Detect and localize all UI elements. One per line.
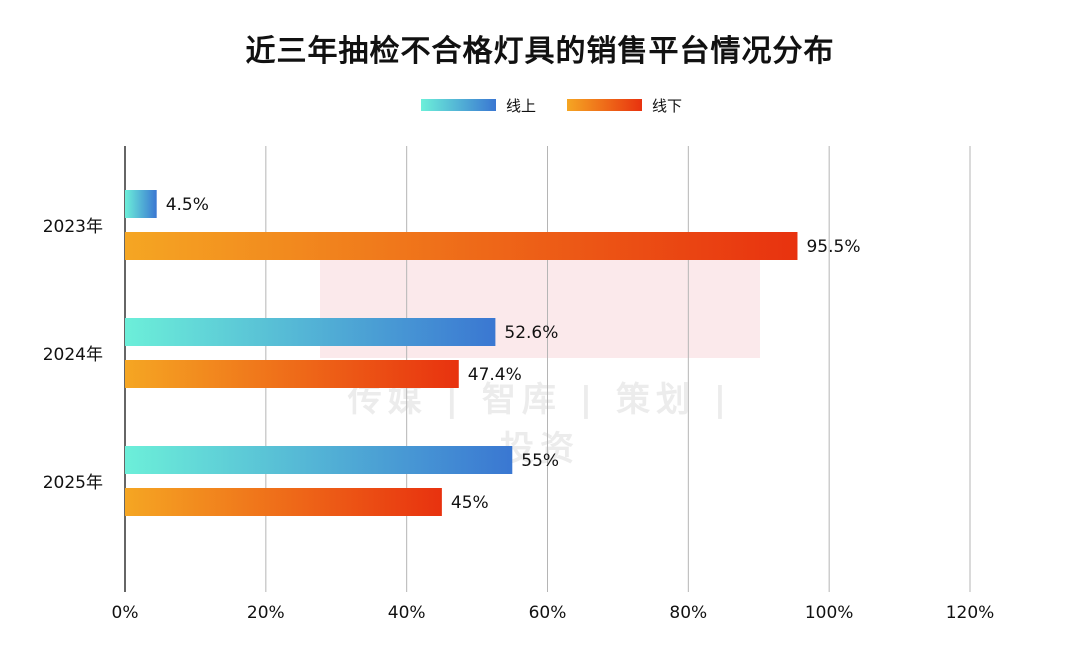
data-label-offline: 47.4% [468, 365, 522, 385]
bar-offline [125, 232, 798, 260]
data-label-offline: 95.5% [806, 237, 860, 257]
data-label-offline: 45% [451, 493, 489, 513]
data-label-online: 52.6% [504, 323, 558, 343]
legend-swatch-offline [567, 99, 642, 111]
bar-online [125, 190, 157, 218]
bar-online [125, 318, 496, 346]
legend-item-offline: 线下 [567, 94, 682, 116]
x-axis-ticks: 0% 20% 40% 60% 80% 100% 120% [112, 603, 995, 623]
data-label-online: 55% [521, 451, 559, 471]
x-tick-label: 80% [669, 603, 707, 623]
value-labels: 4.5% 95.5% 52.6% 47.4% 55% 45% [166, 195, 861, 513]
legend-item-online: 线上 [421, 94, 536, 116]
legend-label-online: 线上 [506, 96, 537, 115]
x-tick-label: 0% [112, 603, 139, 623]
legend-label-offline: 线下 [652, 96, 683, 115]
bar-online [125, 446, 513, 474]
chart-title: 近三年抽检不合格灯具的销售平台情况分布 [245, 34, 835, 69]
x-tick-label: 100% [805, 603, 854, 623]
legend: 线上 线下 [0, 94, 1080, 116]
x-tick-label: 40% [388, 603, 426, 623]
category-label: 2025年 [43, 473, 103, 493]
category-label: 2023年 [43, 217, 103, 237]
x-tick-label: 20% [247, 603, 285, 623]
bar-offline [125, 488, 442, 516]
bar-offline [125, 360, 459, 388]
legend-swatch-online [421, 99, 496, 111]
bars [125, 190, 798, 516]
data-label-online: 4.5% [166, 195, 209, 215]
category-label: 2024年 [43, 345, 103, 365]
y-axis-categories: 2023年 2024年 2025年 [43, 217, 103, 493]
x-tick-label: 60% [529, 603, 567, 623]
x-tick-label: 120% [946, 603, 995, 623]
